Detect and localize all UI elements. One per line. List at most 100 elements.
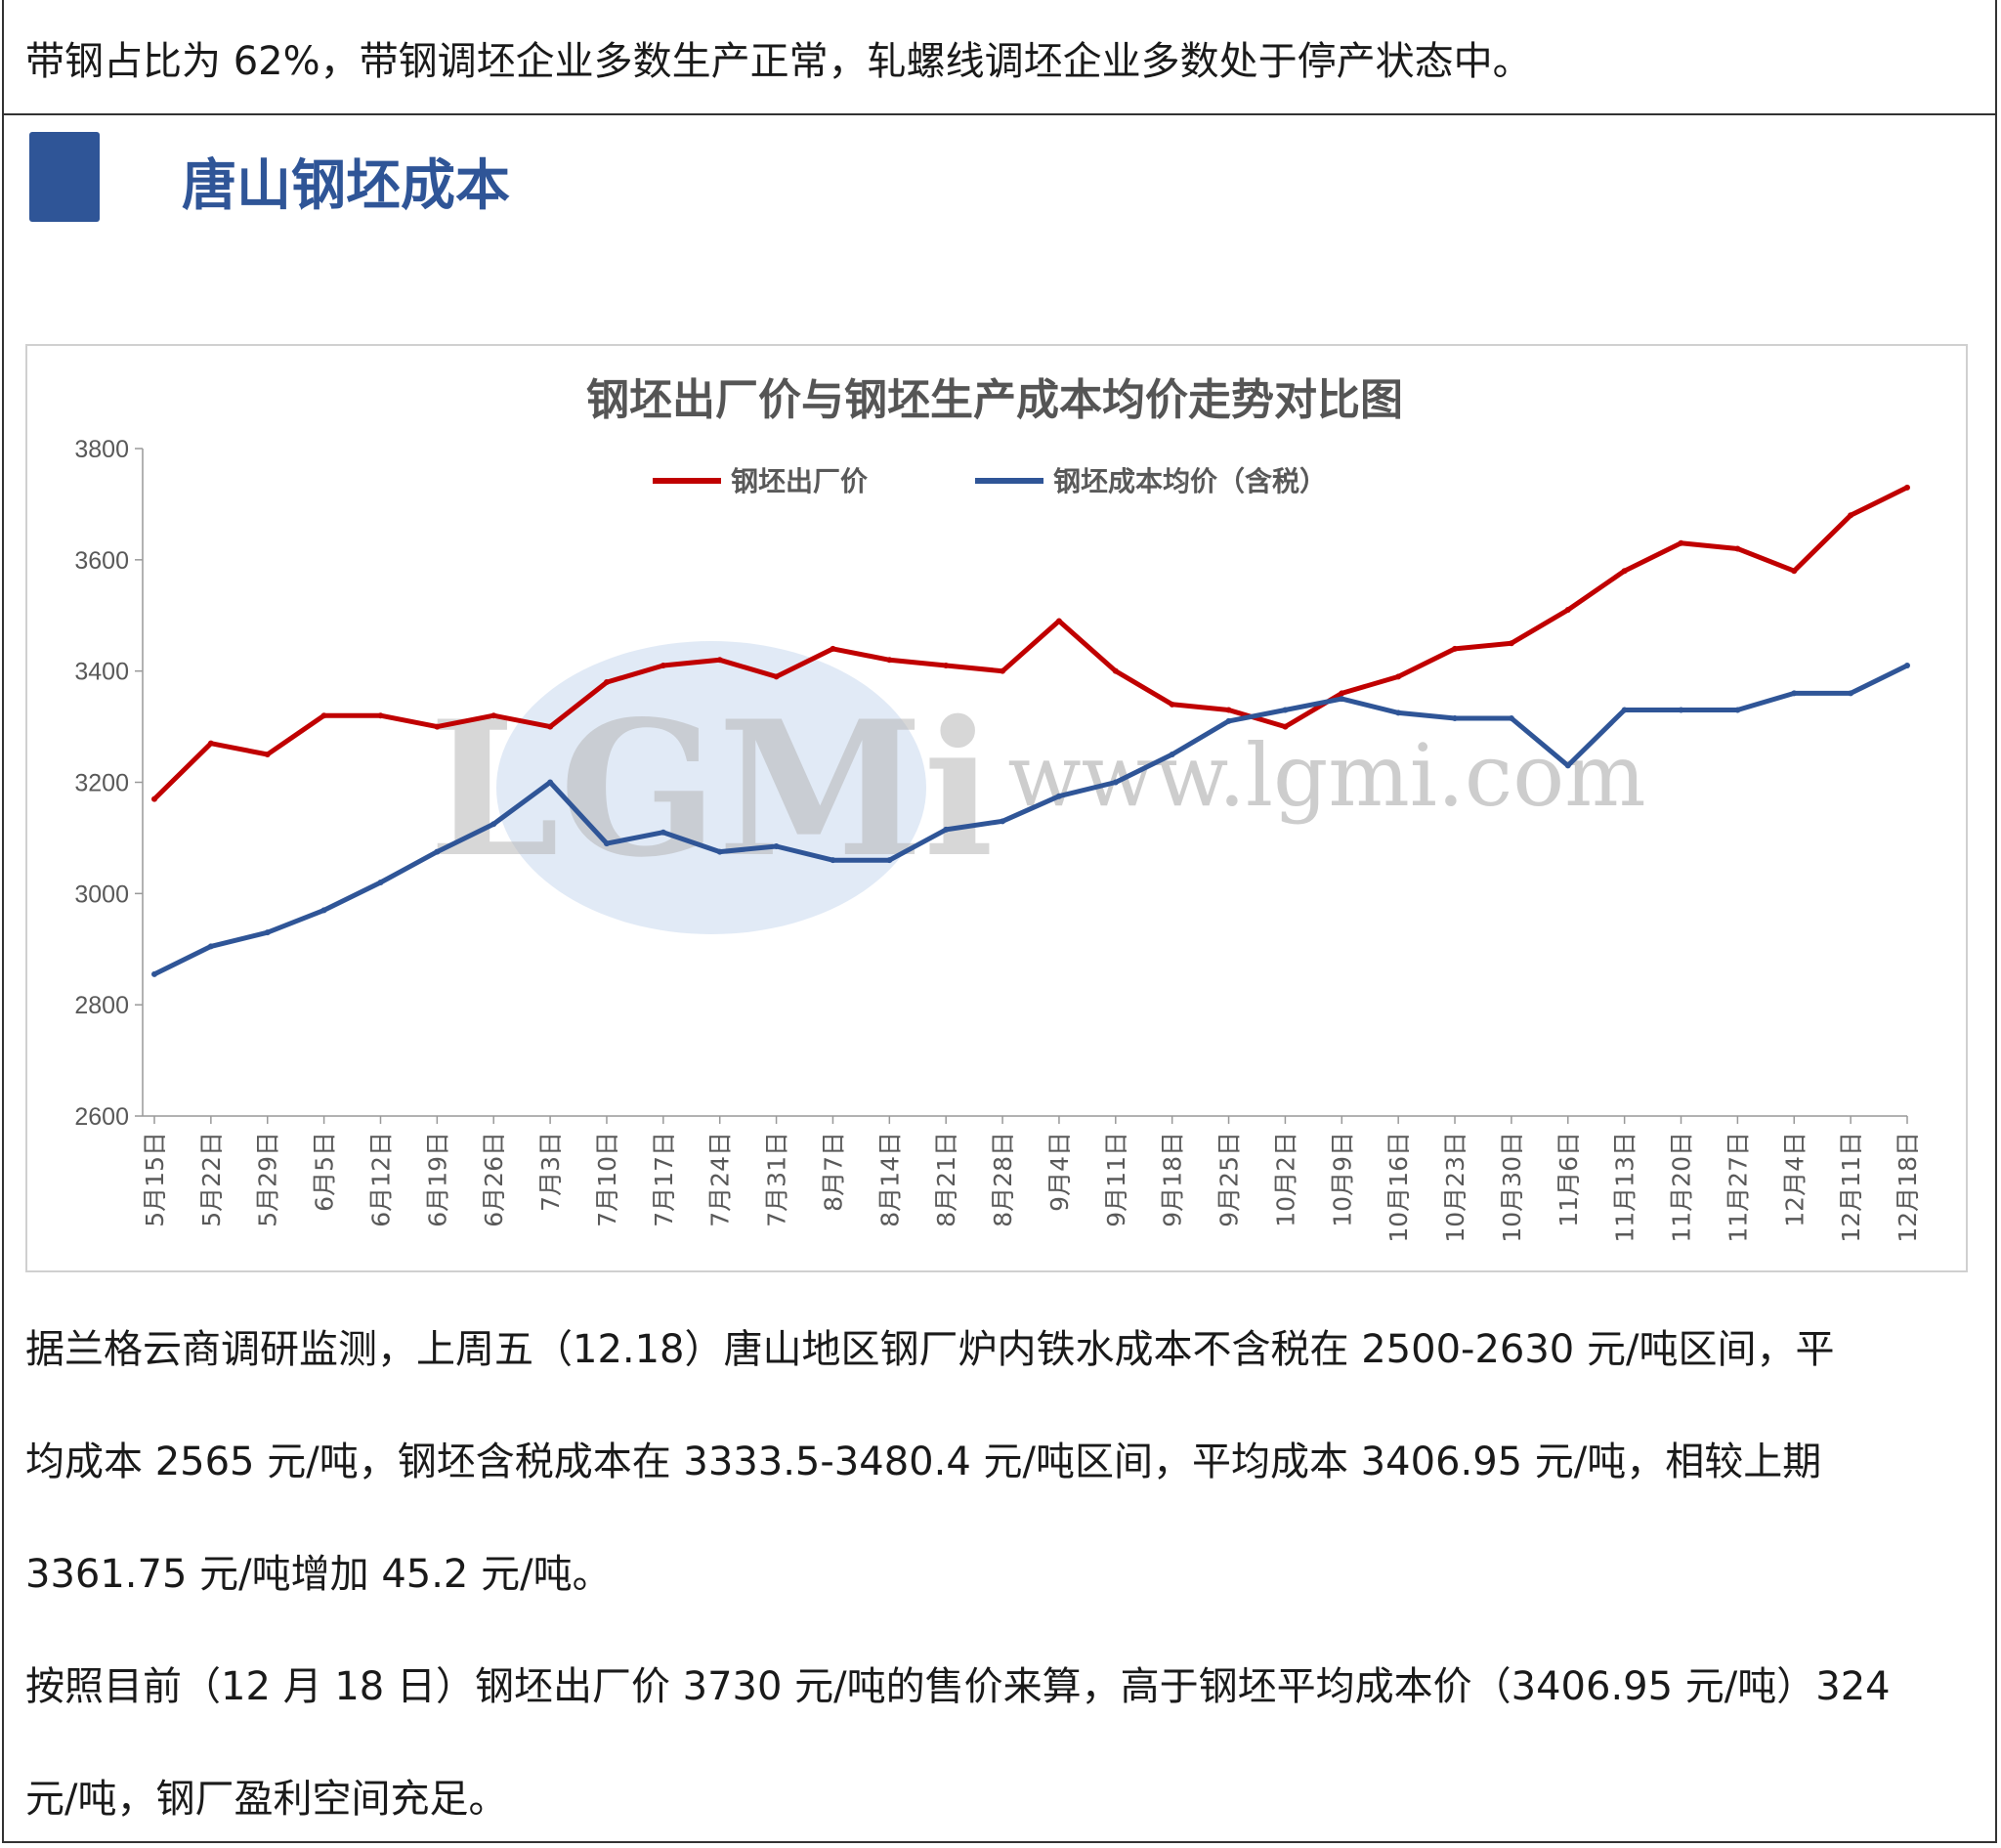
x-tick-label: 10月30日 [1498, 1132, 1526, 1243]
x-tick-label: 8月28日 [989, 1132, 1017, 1227]
x-tick-label: 10月16日 [1384, 1132, 1413, 1243]
paragraph-5: 元/吨，钢厂盈利空间充足。 [25, 1777, 508, 1822]
x-tick-label: 12月11日 [1837, 1132, 1865, 1243]
series-0-point [1225, 707, 1232, 713]
x-tick-label: 11月27日 [1724, 1132, 1752, 1243]
series-0-point [207, 740, 214, 747]
x-tick-label: 11月13日 [1611, 1132, 1639, 1243]
paragraph-2: 均成本 2565 元/吨，钢坯含税成本在 3333.5-3480.4 元/吨区间… [25, 1440, 1822, 1484]
watermark-text: www.lgmi.com [1007, 725, 1645, 826]
series-1-point [1564, 762, 1571, 769]
series-0-point [716, 657, 723, 664]
series-1-point [1621, 707, 1628, 713]
chart-title: 钢坯出厂价与钢坯生产成本均价走势对比图 [586, 375, 1403, 425]
x-tick-label: 6月12日 [366, 1132, 395, 1227]
series-1-point [320, 907, 327, 914]
x-tick-label: 7月24日 [706, 1132, 735, 1227]
x-tick-label: 8月21日 [932, 1132, 960, 1227]
series-0-point [1621, 568, 1628, 575]
series-0-point [660, 662, 666, 668]
x-tick-label: 6月5日 [311, 1132, 339, 1212]
series-1-point [1678, 707, 1684, 713]
x-tick-label: 10月9日 [1328, 1132, 1356, 1227]
chart-svg: LGMi www.lgmi.com 钢坯出厂价与钢坯生产成本均价走势对比图 2600 2… [74, 375, 1922, 1243]
x-tick-label: 7月10日 [593, 1132, 621, 1227]
series-1-point [1791, 690, 1798, 697]
series-1-point [1169, 752, 1175, 758]
x-tick-label: 7月3日 [536, 1132, 565, 1212]
series-0-point [1000, 667, 1006, 674]
legend-label-1: 钢坯成本均价（含税） [1053, 465, 1327, 497]
series-1-point [207, 943, 214, 950]
series-0-point [377, 712, 384, 719]
series-1-point [434, 848, 441, 855]
price-cost-chart: LGMi www.lgmi.com 钢坯出厂价与钢坯生产成本均价走势对比图 2600 2… [25, 344, 1968, 1272]
x-tick-label: 11月6日 [1554, 1132, 1583, 1227]
y-tick-label: 2600 [74, 1103, 129, 1131]
x-tick-label: 8月14日 [875, 1132, 904, 1227]
series-1-point [264, 929, 271, 936]
series-0-point [773, 673, 780, 680]
series-0-point [1395, 673, 1402, 680]
x-tick-label: 10月2日 [1271, 1132, 1299, 1227]
series-1-point [830, 857, 836, 864]
series-1-point [773, 842, 780, 849]
series-1-point [1112, 779, 1119, 786]
series-0-point [151, 795, 157, 802]
x-tick-label: 7月31日 [763, 1132, 791, 1227]
x-tick-label: 9月11日 [1102, 1132, 1130, 1227]
x-tick-label: 9月4日 [1045, 1132, 1074, 1212]
y-tick-label: 3200 [74, 770, 129, 797]
paragraph-1: 据兰格云商调研监测，上周五（12.18）唐山地区钢厂炉内铁水成本不含税在 250… [25, 1327, 1835, 1372]
x-tick-label: 7月17日 [650, 1132, 678, 1227]
series-0-point [490, 712, 497, 719]
x-tick-label: 12月4日 [1780, 1132, 1809, 1227]
series-1-point [151, 970, 157, 977]
series-1-point [1055, 793, 1062, 799]
y-tick-label: 3800 [74, 436, 129, 463]
series-1-point [377, 879, 384, 885]
y-tick-label: 3600 [74, 547, 129, 575]
x-tick-label: 12月18日 [1894, 1132, 1922, 1243]
heading-marker [29, 132, 100, 222]
x-tick-label: 9月25日 [1215, 1132, 1244, 1227]
x-tick-label: 6月26日 [480, 1132, 508, 1227]
series-1-point [1339, 696, 1345, 703]
series-1-point [716, 848, 723, 855]
x-tick-label: 11月20日 [1668, 1132, 1696, 1243]
series-1-point [1734, 707, 1741, 713]
series-0-point [1112, 667, 1119, 674]
series-0-point [1904, 484, 1910, 491]
legend-label-0: 钢坯出厂价 [731, 465, 869, 497]
intro-text: 带钢占比为 62%，带钢调坯企业多数生产正常，轧螺线调坯企业多数处于停产状态中。 [25, 39, 1532, 84]
x-tick-label: 9月18日 [1159, 1132, 1187, 1227]
series-0-point [1055, 618, 1062, 624]
paragraph-4: 按照目前（12 月 18 日）钢坯出厂价 3730 元/吨的售价来算，高于钢坯平… [25, 1664, 1891, 1709]
series-0-point [1508, 640, 1514, 647]
series-line-0 [151, 485, 1910, 802]
series-1-point [1508, 715, 1514, 722]
series-0-point [434, 723, 441, 730]
series-1-point [490, 821, 497, 828]
series-0-point [603, 679, 610, 686]
series-0-point [264, 752, 271, 758]
series-1-point [547, 779, 554, 786]
series-1-point [1395, 709, 1402, 716]
series-1-point [886, 857, 893, 864]
series-1-point [1848, 690, 1854, 697]
x-tick-label: 6月19日 [423, 1132, 451, 1227]
section-divider [2, 113, 1997, 115]
series-0-point [1564, 607, 1571, 614]
series-1-point [660, 829, 666, 836]
series-0-point [1734, 545, 1741, 552]
x-tick-label: 8月7日 [819, 1132, 847, 1212]
series-1-point [1000, 818, 1006, 825]
y-tick-label: 2800 [74, 992, 129, 1019]
watermark-ellipse [496, 641, 926, 934]
series-0-point [830, 645, 836, 652]
section-title: 唐山钢坯成本 [182, 154, 510, 218]
series-0-point [1791, 568, 1798, 575]
x-tick-label: 5月22日 [197, 1132, 226, 1227]
paragraph-3: 3361.75 元/吨增加 45.2 元/吨。 [25, 1552, 612, 1597]
